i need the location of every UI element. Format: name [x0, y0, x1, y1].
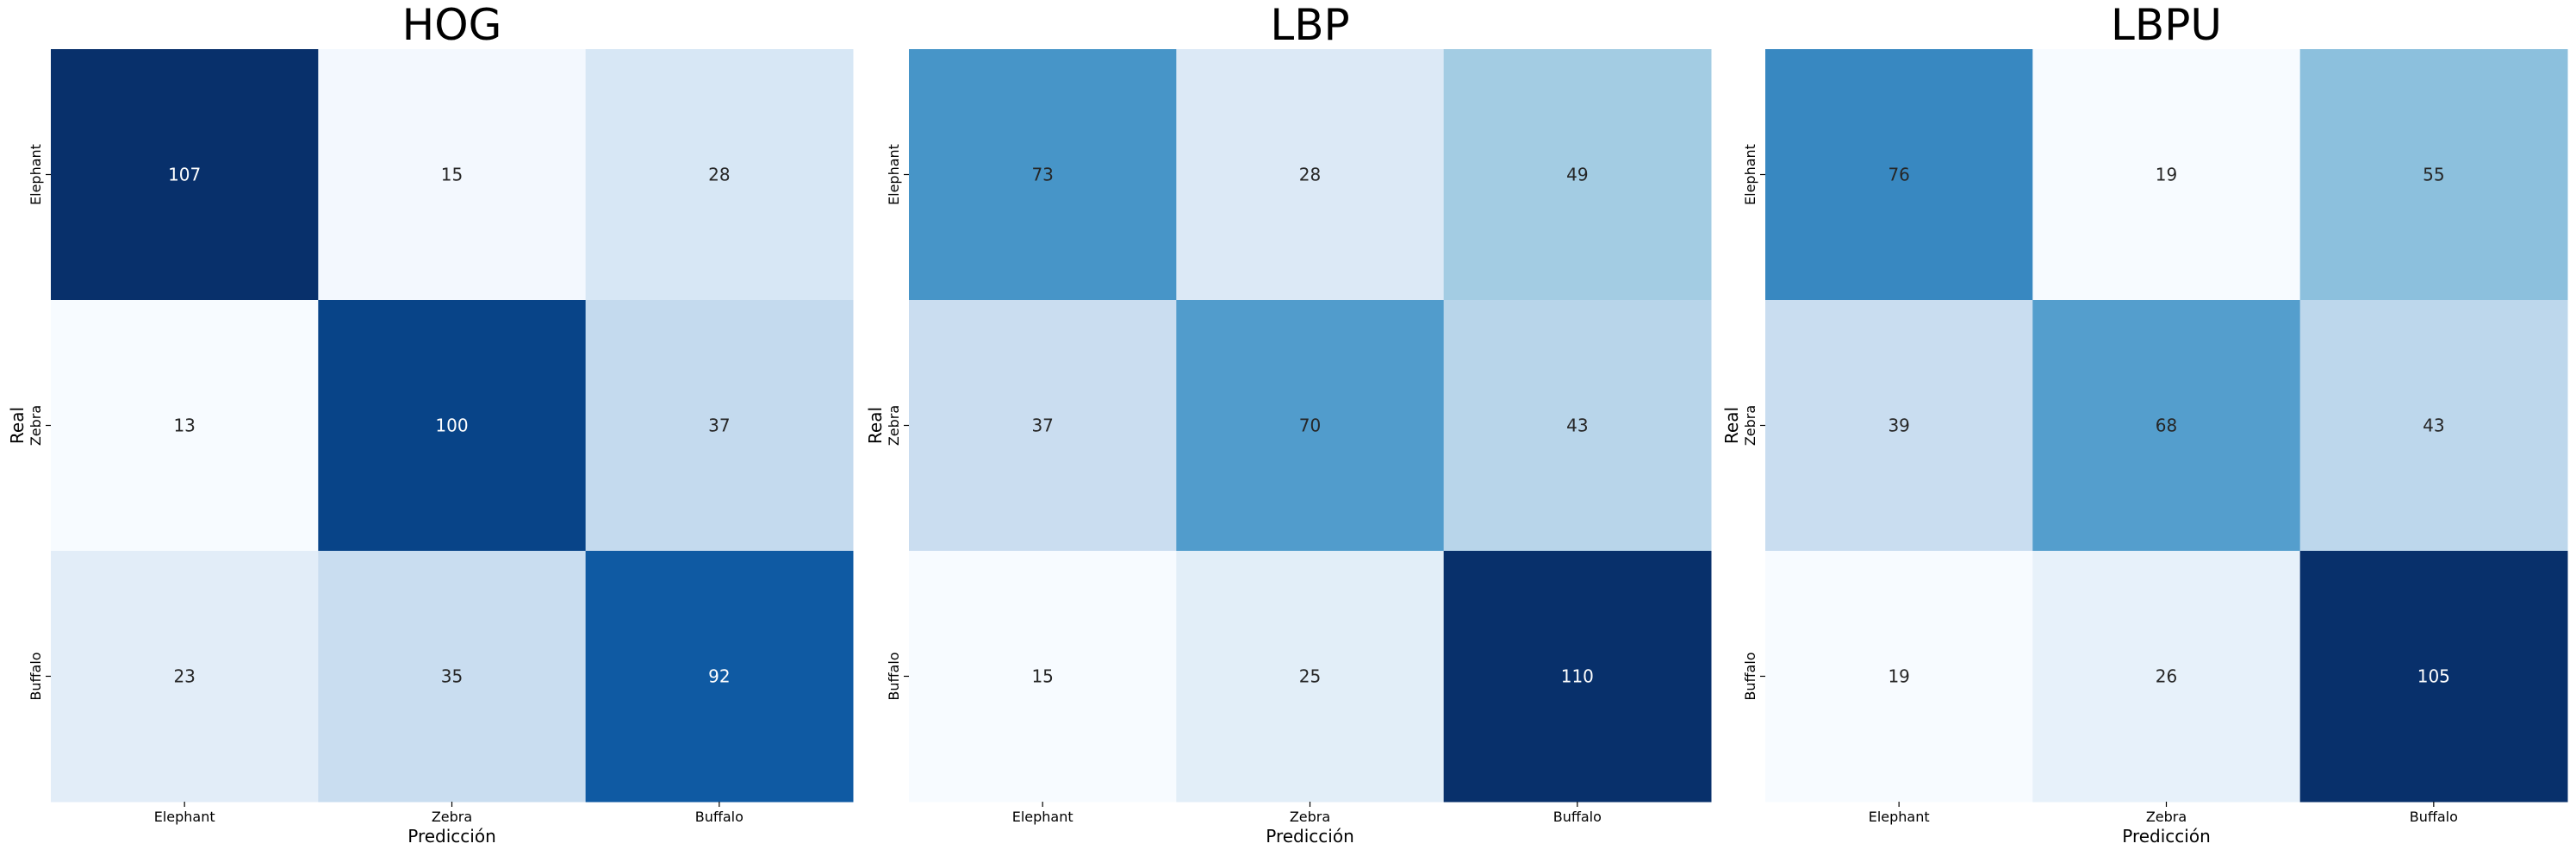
- cell-value-label: 26: [2156, 666, 2177, 687]
- heatmap-cell: [1176, 49, 1445, 301]
- cell-value-label: 49: [1566, 165, 1588, 185]
- cell-value-label: 55: [2423, 165, 2444, 185]
- x-tick-label: Buffalo: [695, 809, 744, 825]
- x-tick-label: Buffalo: [2410, 809, 2458, 825]
- cell-value-label: 43: [1566, 416, 1588, 436]
- cell-value-label: 19: [2156, 165, 2177, 185]
- cell-value-label: 70: [1299, 416, 1321, 436]
- heatmap-cell: [909, 49, 1177, 301]
- heatmap-cell: [1765, 49, 2033, 301]
- heatmap-cell: [1443, 551, 1712, 803]
- y-axis-label: Real: [1721, 407, 1742, 444]
- cell-value-label: 37: [1031, 416, 1053, 436]
- x-tick-label: Elephant: [1012, 809, 1073, 825]
- heatmap-cell: [2299, 300, 2568, 552]
- heatmap-cell: [318, 300, 587, 552]
- cell-value-label: 13: [173, 416, 195, 436]
- heatmap-cell: [1443, 300, 1712, 552]
- heatmap-cell: [2032, 49, 2301, 301]
- x-axis-label: Predicción: [1266, 826, 1354, 847]
- y-tick-label: Elephant: [28, 144, 44, 205]
- cell-value-label: 100: [435, 416, 468, 436]
- heatmap-cell: [51, 300, 319, 552]
- x-tick-label: Zebra: [432, 809, 472, 825]
- cell-value-label: 15: [1031, 666, 1053, 687]
- x-tick-label: Elephant: [154, 809, 215, 825]
- heatmap-cell: [2032, 551, 2301, 803]
- cell-value-label: 35: [441, 666, 463, 687]
- chart-title: HOG: [402, 0, 502, 50]
- cell-value-label: 23: [173, 666, 195, 687]
- heatmap-cell: [1176, 300, 1445, 552]
- heatmap-cell: [2299, 49, 2568, 301]
- cell-value-label: 43: [2423, 416, 2444, 436]
- heatmap-cell: [909, 551, 1177, 803]
- x-tick-label: Zebra: [2146, 809, 2187, 825]
- y-tick-label: Zebra: [1742, 405, 1758, 446]
- heatmap-cell: [2299, 551, 2568, 803]
- heatmap-cell: [51, 551, 319, 803]
- cell-value-label: 68: [2156, 416, 2177, 436]
- cell-value-label: 110: [1561, 666, 1594, 687]
- cell-value-label: 92: [708, 666, 730, 687]
- cell-value-label: 105: [2417, 666, 2450, 687]
- heatmap-cell: [1765, 551, 2033, 803]
- heatmap-cell: [2032, 300, 2301, 552]
- x-tick-label: Buffalo: [1553, 809, 1602, 825]
- cell-value-label: 107: [168, 165, 201, 185]
- heatmap-cell: [585, 551, 854, 803]
- y-tick-label: Buffalo: [1742, 652, 1758, 700]
- cell-value-label: 37: [708, 416, 730, 436]
- y-axis-label: Real: [865, 407, 886, 444]
- x-tick-label: Elephant: [1869, 809, 1930, 825]
- x-axis-label: Predicción: [2122, 826, 2211, 847]
- cell-value-label: 28: [708, 165, 730, 185]
- heatmap-cell: [318, 551, 587, 803]
- cell-value-label: 19: [1888, 666, 1909, 687]
- heatmap-cell: [585, 300, 854, 552]
- cell-value-label: 76: [1888, 165, 1909, 185]
- heatmap-cell: [51, 49, 319, 301]
- y-axis-label: Real: [7, 407, 28, 444]
- heatmap-panel-0: HOG 107 15 28 13 100 37 23 35 92 Elephant Zebra Buff…: [7, 0, 854, 847]
- y-tick-label: Elephant: [1742, 144, 1758, 205]
- heatmap-cell: [1765, 300, 2033, 552]
- heatmap-cell: [585, 49, 854, 301]
- y-tick-label: Buffalo: [28, 652, 44, 700]
- chart-title: LBPU: [2111, 0, 2222, 50]
- y-tick-label: Zebra: [28, 405, 44, 446]
- heatmap-cell: [1443, 49, 1712, 301]
- y-tick-label: Elephant: [886, 144, 902, 205]
- heatmap-panel-1: LBP 73 28 49 37 70 43 15 25 110 Elephant Zebra Buffa…: [865, 0, 1712, 847]
- heatmap-cell: [318, 49, 587, 301]
- cell-value-label: 28: [1299, 165, 1321, 185]
- x-tick-label: Zebra: [1290, 809, 1330, 825]
- heatmap-cell: [909, 300, 1177, 552]
- chart-title: LBP: [1270, 0, 1349, 50]
- heatmap-cell: [1176, 551, 1445, 803]
- x-axis-label: Predicción: [408, 826, 496, 847]
- y-tick-label: Buffalo: [886, 652, 902, 700]
- cell-value-label: 25: [1299, 666, 1321, 687]
- cell-value-label: 39: [1888, 416, 1909, 436]
- cell-value-label: 15: [441, 165, 463, 185]
- cell-value-label: 73: [1031, 165, 1053, 185]
- y-tick-label: Zebra: [886, 405, 902, 446]
- heatmap-panel-2: LBPU 76 19 55 39 68 43 19 26 105 Elephant Zebra Buff…: [1721, 0, 2568, 847]
